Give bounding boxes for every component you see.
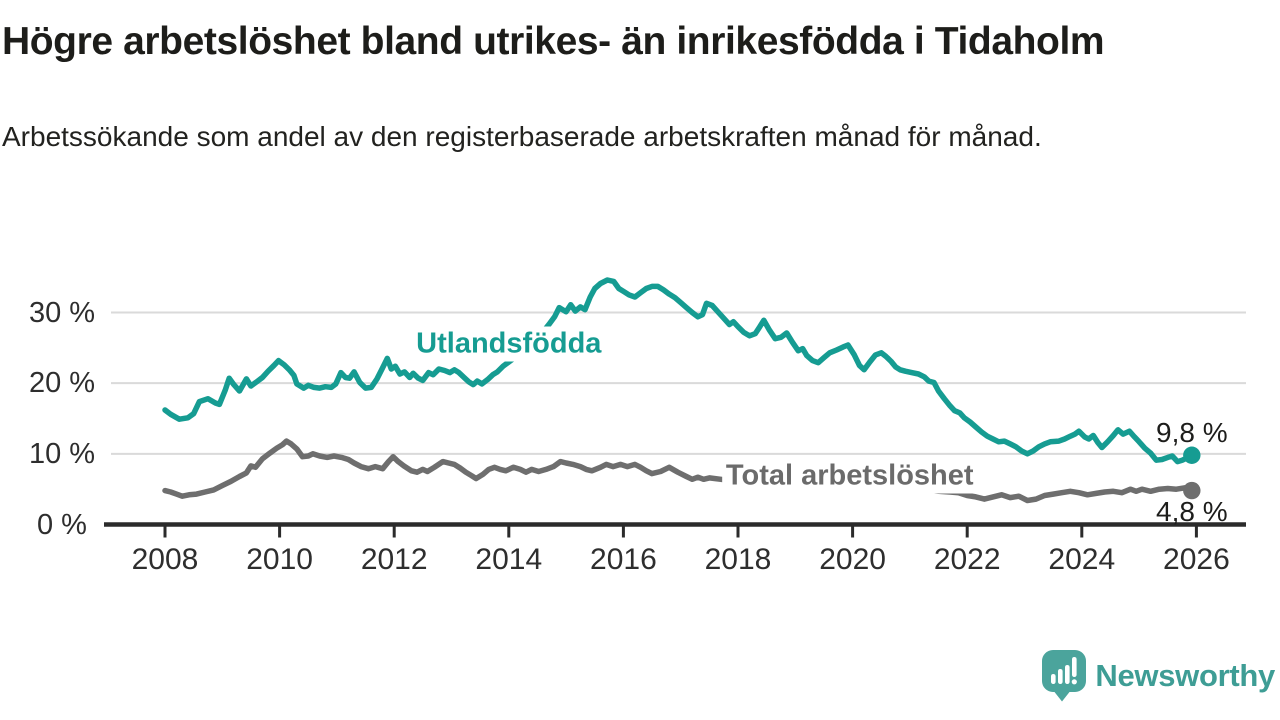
page-subtitle: Arbetssökande som andel av den registerb… [2, 121, 1042, 152]
newsworthy-wordmark: Newsworthy [1095, 658, 1275, 693]
bar-chart-speech-bubble-icon [1042, 650, 1087, 702]
page-title: Högre arbetslöshet bland utrikes- än inr… [2, 20, 1105, 63]
newsworthy-logo: Newsworthy [1042, 650, 1275, 702]
